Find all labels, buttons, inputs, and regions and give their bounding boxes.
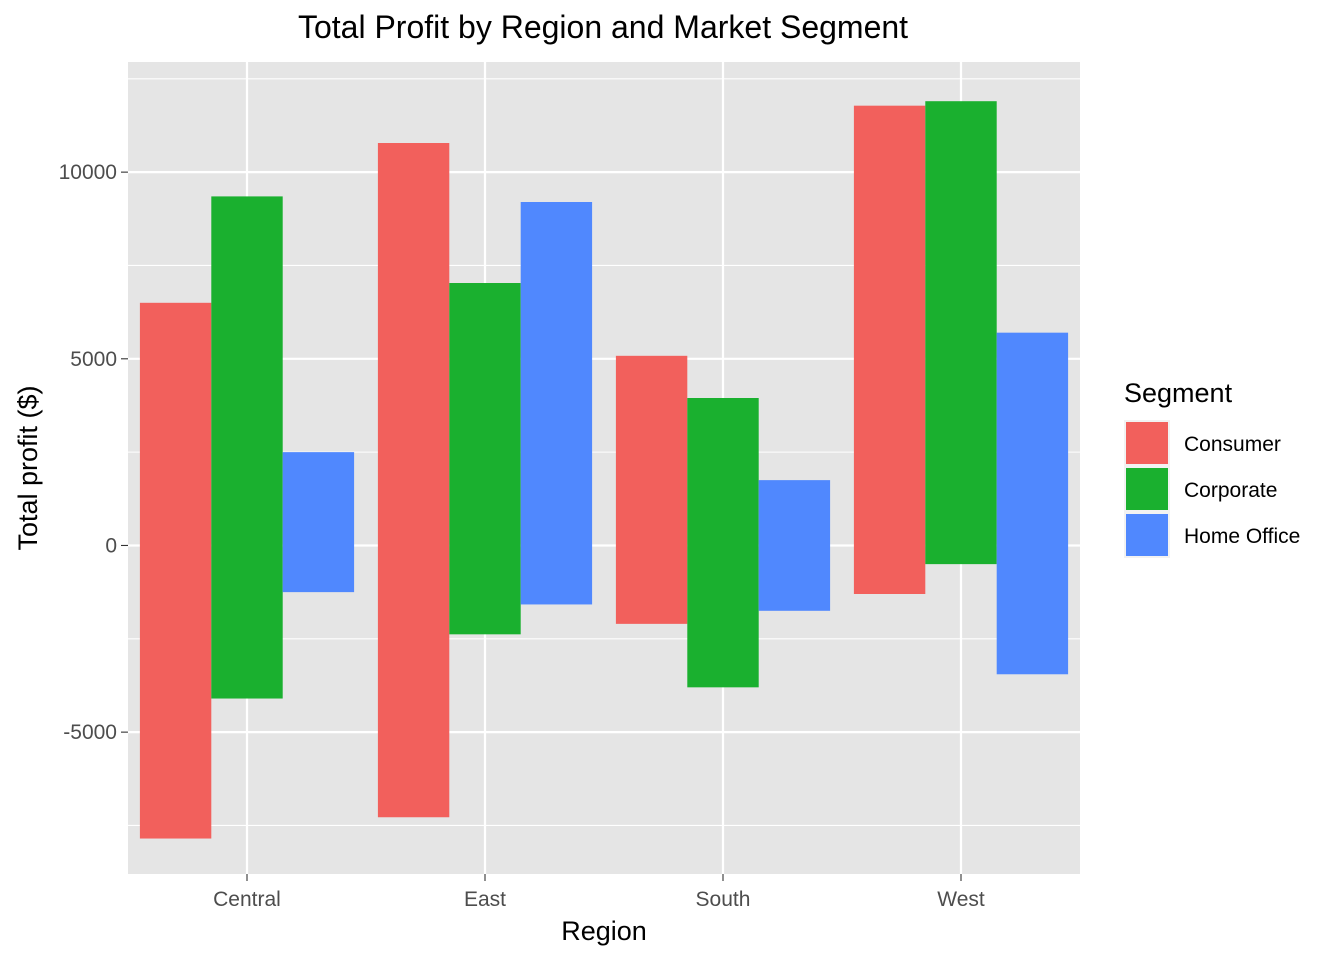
bar-consumer-central: [139, 302, 212, 839]
x-tick-label: West: [937, 888, 985, 911]
x-tick-label: East: [464, 888, 506, 911]
legend: Segment Consumer Corporate Home Office: [1124, 378, 1300, 558]
legend-item-consumer: Consumer: [1124, 420, 1281, 466]
legend-items: Consumer Corporate Home Office: [1124, 420, 1300, 558]
legend-item-home-office: Home Office: [1124, 512, 1300, 558]
bar-corporate-south: [687, 398, 759, 688]
bar-corporate-west: [925, 101, 997, 565]
legend-swatch: [1126, 514, 1168, 556]
y-tick-label: 10000: [59, 161, 117, 184]
y-tick-label: 5000: [70, 348, 117, 371]
legend-label: Corporate: [1184, 479, 1277, 502]
chart-title: Total Profit by Region and Market Segmen…: [298, 9, 908, 45]
bar-home-office-central: [282, 452, 355, 593]
legend-swatch: [1126, 468, 1168, 510]
y-axis-title: Total profit ($): [13, 385, 43, 550]
bar-corporate-central: [211, 196, 283, 699]
bar-consumer-south: [615, 355, 688, 624]
x-tick-label: South: [696, 888, 751, 911]
legend-item-corporate: Corporate: [1124, 466, 1277, 512]
bar-home-office-south: [758, 480, 831, 611]
legend-title: Segment: [1124, 378, 1233, 408]
x-axis-title: Region: [561, 916, 647, 946]
bar-consumer-west: [853, 105, 926, 595]
bar-home-office-east: [520, 202, 593, 605]
y-tick-label: -5000: [63, 721, 117, 744]
y-axis: -5000 0 5000 10000: [59, 161, 128, 744]
legend-label: Home Office: [1184, 525, 1300, 548]
y-tick-label: 0: [105, 534, 117, 557]
x-axis: Central East South West: [213, 874, 985, 911]
bar-consumer-east: [377, 143, 450, 818]
legend-label: Consumer: [1184, 433, 1281, 456]
bars: [139, 101, 1069, 839]
x-tick-label: Central: [213, 888, 281, 911]
legend-swatch: [1126, 422, 1168, 464]
bar-home-office-west: [996, 332, 1069, 675]
bar-corporate-east: [449, 283, 521, 635]
